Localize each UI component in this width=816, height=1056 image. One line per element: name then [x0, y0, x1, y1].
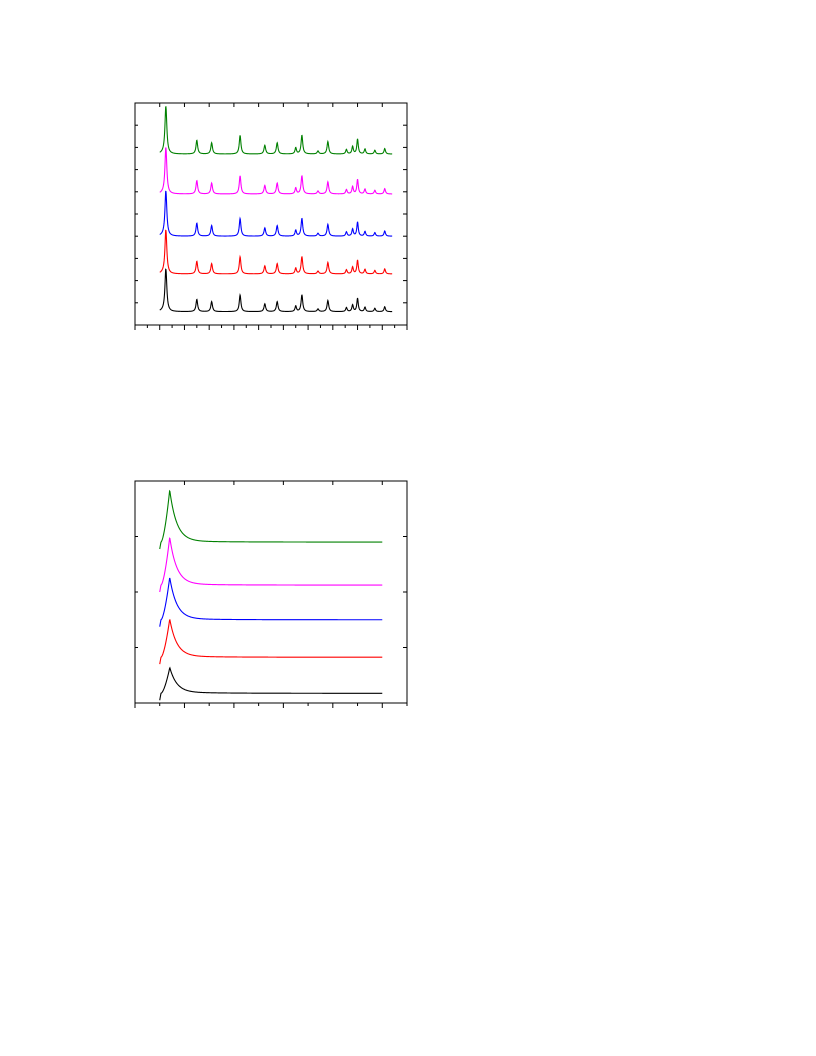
chart-1-series: [159, 106, 393, 313]
chart-2-frame: [134, 480, 408, 704]
chart-2-series-line: [159, 537, 383, 593]
chart-1-series-line: [159, 106, 393, 155]
chart-2-series-line: [159, 666, 383, 701]
chart-2-series-line: [159, 489, 383, 550]
chart-1-series-line: [159, 190, 393, 237]
chart-2-series-line: [159, 577, 383, 627]
chart-1-series-line: [159, 268, 393, 313]
chart-1-series-line: [159, 147, 393, 195]
chart-2: [134, 480, 408, 708]
chart-2-ticks: [134, 481, 408, 708]
chart-1-ticks: [134, 103, 408, 330]
chart-2-series-line: [159, 619, 383, 665]
chart-1: [134, 102, 408, 330]
chart-1-frame: [134, 102, 408, 326]
chart-1-series-line: [159, 229, 393, 275]
chart-2-series: [159, 489, 383, 701]
